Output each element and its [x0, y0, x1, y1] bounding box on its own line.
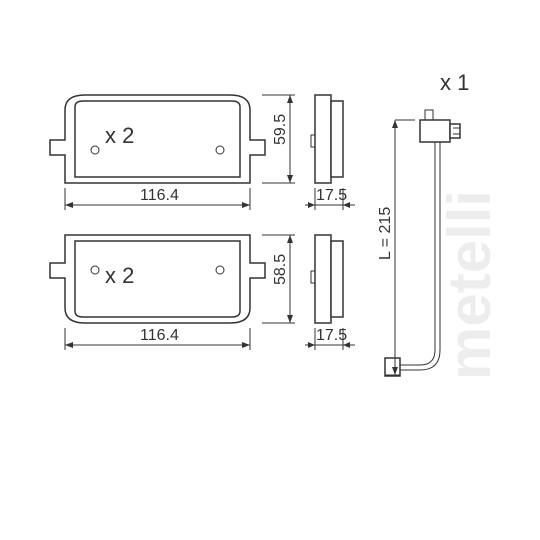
side-top-friction [331, 101, 343, 177]
dim-side-top-thickness: 17.5 [305, 187, 355, 210]
dim-side-bottom-thickness: 17.5 [305, 327, 355, 350]
pad-bottom-friction [75, 241, 240, 317]
side-bottom-thickness-value: 17.5 [316, 327, 347, 344]
sensor-length-value: L = 215 [377, 207, 394, 260]
pad-top-friction [75, 101, 240, 177]
sensor-wire [400, 142, 435, 365]
sensor-connector-clip [425, 110, 433, 120]
side-top-thickness-value: 17.5 [316, 187, 347, 204]
watermark-text: metelli [436, 190, 503, 380]
pad-top-qty: x 2 [105, 123, 134, 148]
sensor-connector-body [420, 120, 450, 142]
side-top-back [315, 95, 331, 183]
dim-pad-top-width: 116.4 [65, 187, 250, 210]
pad-bottom-height-value: 58.5 [272, 254, 289, 285]
side-bottom-group [311, 235, 343, 323]
dim-pad-top-height: 59.5 [262, 95, 295, 183]
pad-top-height-value: 59.5 [272, 114, 289, 145]
dim-pad-bottom-height: 58.5 [262, 235, 295, 323]
dim-pad-bottom-width: 116.4 [65, 327, 250, 350]
pad-top-group: x 2 [50, 95, 265, 183]
side-top-group [311, 95, 343, 183]
pad-bottom-group: x 2 [50, 235, 265, 323]
pad-bottom-width-value: 116.4 [140, 327, 179, 344]
pad-top-width-value: 116.4 [140, 187, 179, 204]
side-bottom-back [315, 235, 331, 323]
sensor-qty: x 1 [440, 70, 469, 95]
side-bottom-friction [331, 241, 343, 317]
sensor-wire-2 [400, 142, 440, 370]
sensor-connector-plug [450, 124, 460, 138]
pad-bottom-qty: x 2 [105, 263, 134, 288]
dim-sensor-length: L = 215 [377, 120, 415, 375]
technical-diagram: metelli x 2 116.4 59.5 x 2 [0, 0, 540, 540]
